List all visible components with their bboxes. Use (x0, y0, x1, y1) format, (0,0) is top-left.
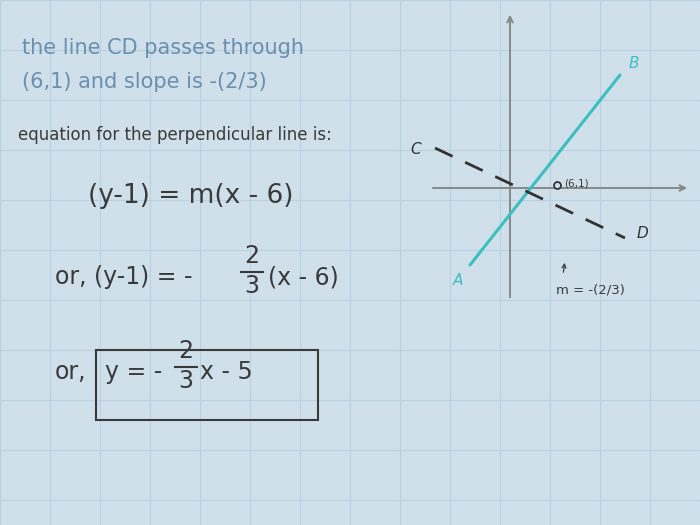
Text: D: D (637, 226, 649, 242)
Text: (6,1) and slope is -(2/3): (6,1) and slope is -(2/3) (22, 72, 267, 92)
Text: m = -(2/3): m = -(2/3) (556, 284, 624, 297)
Text: 2: 2 (244, 244, 260, 268)
Text: 2: 2 (178, 339, 193, 363)
Text: or,: or, (55, 360, 87, 384)
Text: x - 5: x - 5 (200, 360, 253, 384)
Text: equation for the perpendicular line is:: equation for the perpendicular line is: (18, 126, 332, 144)
Text: B: B (629, 56, 639, 71)
Text: 3: 3 (244, 274, 260, 298)
Text: C: C (410, 142, 421, 158)
Text: (x - 6): (x - 6) (268, 265, 339, 289)
Text: the line CD passes through: the line CD passes through (22, 38, 304, 58)
Text: y = -: y = - (105, 360, 162, 384)
Text: (6,1): (6,1) (564, 178, 589, 188)
Text: A: A (453, 273, 463, 288)
Text: (y-1) = m(x - 6): (y-1) = m(x - 6) (88, 183, 293, 209)
Text: or, (y-1) = -: or, (y-1) = - (55, 265, 192, 289)
Text: 3: 3 (178, 369, 193, 393)
